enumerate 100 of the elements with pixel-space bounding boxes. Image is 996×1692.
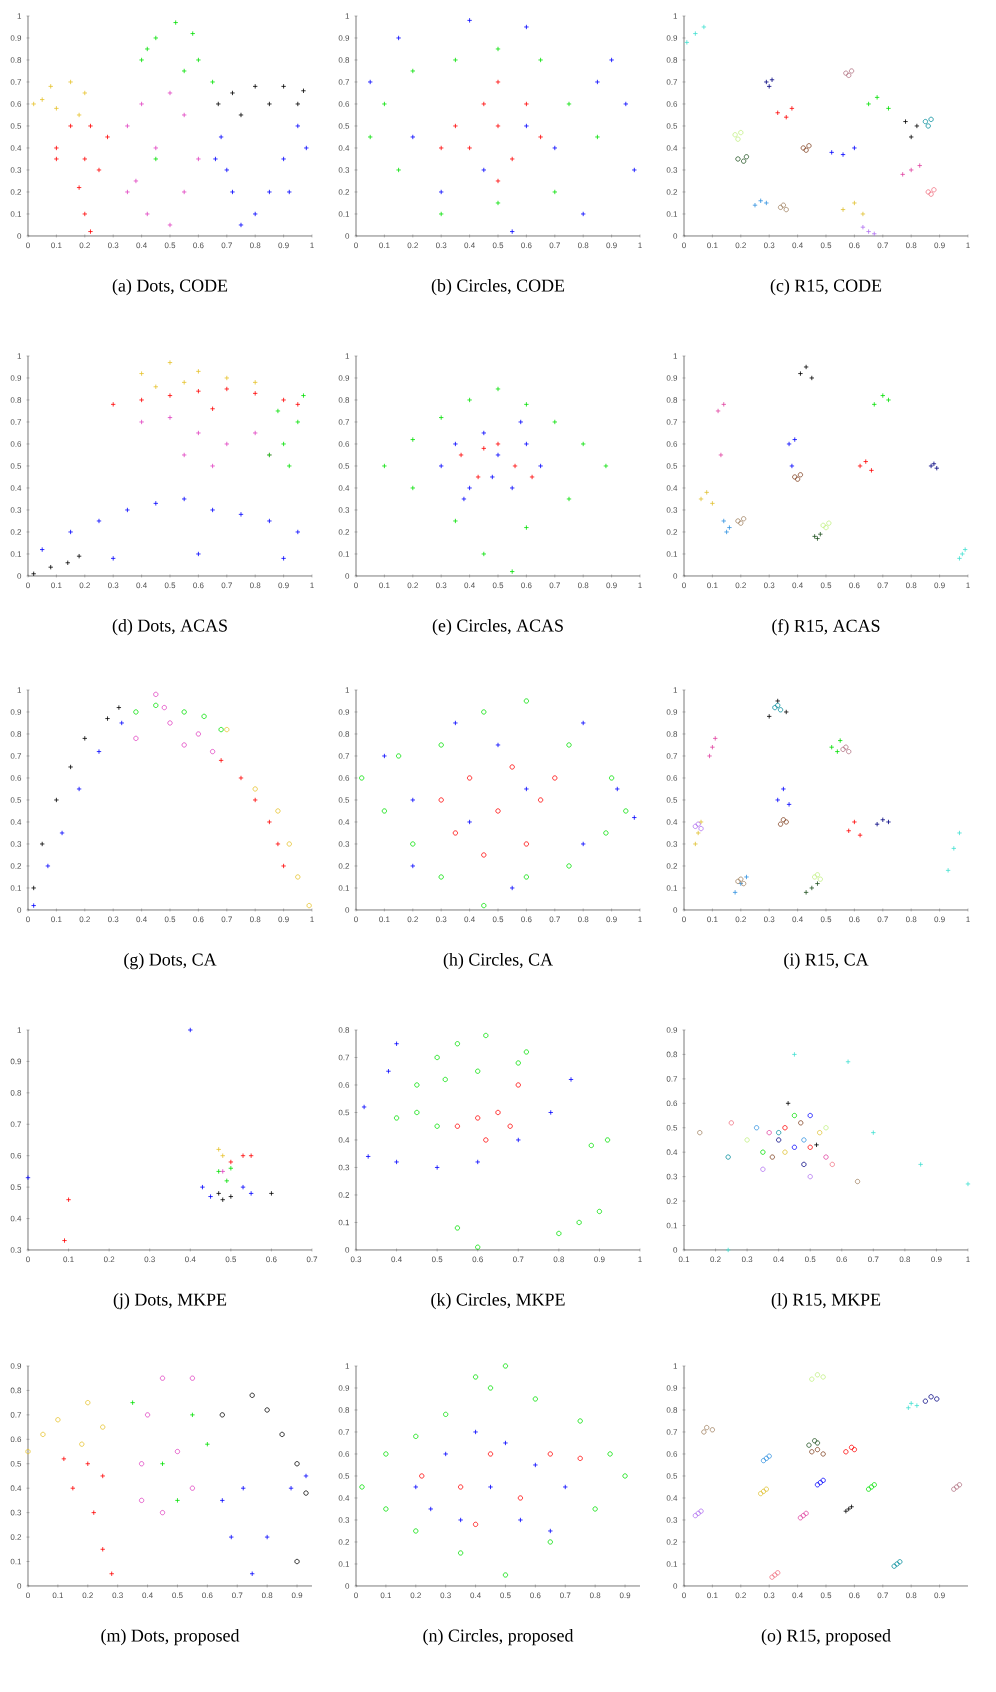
point xyxy=(199,1184,206,1190)
point xyxy=(538,57,544,63)
point xyxy=(922,118,928,125)
point xyxy=(248,1153,254,1159)
point xyxy=(139,370,145,377)
point xyxy=(732,132,738,138)
point xyxy=(709,744,715,750)
point xyxy=(758,198,764,204)
point xyxy=(580,720,586,726)
point xyxy=(860,211,866,217)
point xyxy=(712,735,718,741)
point xyxy=(956,555,963,561)
text: (e) Circles, ACAS xyxy=(432,619,563,636)
point xyxy=(472,1521,479,1527)
point xyxy=(139,397,145,403)
point xyxy=(797,472,804,478)
point xyxy=(467,819,473,825)
point xyxy=(809,1376,815,1382)
point xyxy=(763,1455,769,1461)
point xyxy=(361,1104,367,1110)
point xyxy=(928,116,934,122)
point xyxy=(848,1504,855,1510)
point xyxy=(79,1441,85,1447)
point xyxy=(868,467,875,473)
point xyxy=(210,748,216,755)
point xyxy=(295,123,301,129)
point xyxy=(908,134,914,140)
point xyxy=(823,1154,829,1160)
point xyxy=(266,101,272,107)
point xyxy=(783,709,789,715)
point xyxy=(396,35,402,41)
point xyxy=(475,1244,481,1250)
point xyxy=(547,1528,553,1534)
point xyxy=(603,463,609,469)
point xyxy=(538,463,544,469)
point xyxy=(622,1473,628,1479)
point xyxy=(783,114,789,120)
point xyxy=(428,1506,434,1512)
point xyxy=(467,17,473,23)
point xyxy=(252,211,258,217)
point xyxy=(523,698,529,704)
point xyxy=(189,1485,195,1491)
point xyxy=(65,1197,72,1203)
point xyxy=(303,1490,309,1496)
point xyxy=(871,1482,877,1488)
point xyxy=(96,748,102,755)
point xyxy=(566,496,572,502)
point xyxy=(365,1153,371,1160)
point xyxy=(410,134,416,140)
point xyxy=(829,1161,835,1167)
point xyxy=(130,1400,136,1406)
point xyxy=(410,485,416,491)
point xyxy=(218,757,224,763)
point xyxy=(925,189,931,195)
point xyxy=(829,744,835,750)
point xyxy=(452,518,458,524)
point xyxy=(523,441,529,447)
point xyxy=(568,1076,574,1083)
point xyxy=(216,1190,222,1196)
point xyxy=(240,1153,246,1159)
point xyxy=(866,1486,872,1492)
point xyxy=(61,1456,67,1462)
point xyxy=(803,364,809,370)
point xyxy=(133,709,139,715)
point xyxy=(775,1570,781,1576)
point xyxy=(786,441,792,447)
point xyxy=(845,1059,851,1065)
point xyxy=(735,156,741,162)
point xyxy=(623,101,629,107)
point xyxy=(945,867,951,873)
point xyxy=(517,1495,523,1501)
point xyxy=(814,1446,821,1453)
point xyxy=(268,1190,275,1196)
point xyxy=(780,786,786,792)
point xyxy=(467,775,473,781)
point xyxy=(286,841,292,847)
point xyxy=(956,830,963,836)
point xyxy=(438,874,444,880)
point xyxy=(814,872,821,878)
text: (a) Dots, CODE xyxy=(112,279,228,296)
point xyxy=(814,1372,821,1378)
point xyxy=(228,1193,234,1200)
point xyxy=(48,564,54,570)
point xyxy=(215,101,221,107)
point xyxy=(502,1572,509,1578)
point xyxy=(487,1451,494,1457)
text: (n) Circles, proposed xyxy=(423,1629,574,1646)
point xyxy=(396,753,402,759)
point xyxy=(562,1484,568,1490)
point xyxy=(181,496,187,502)
point xyxy=(515,1060,521,1066)
point xyxy=(153,145,159,151)
point xyxy=(791,1051,798,1058)
point xyxy=(45,863,51,869)
point xyxy=(281,555,287,561)
point xyxy=(738,876,744,882)
point xyxy=(532,1396,538,1402)
point xyxy=(552,145,558,151)
point xyxy=(286,463,292,469)
point xyxy=(866,101,872,107)
